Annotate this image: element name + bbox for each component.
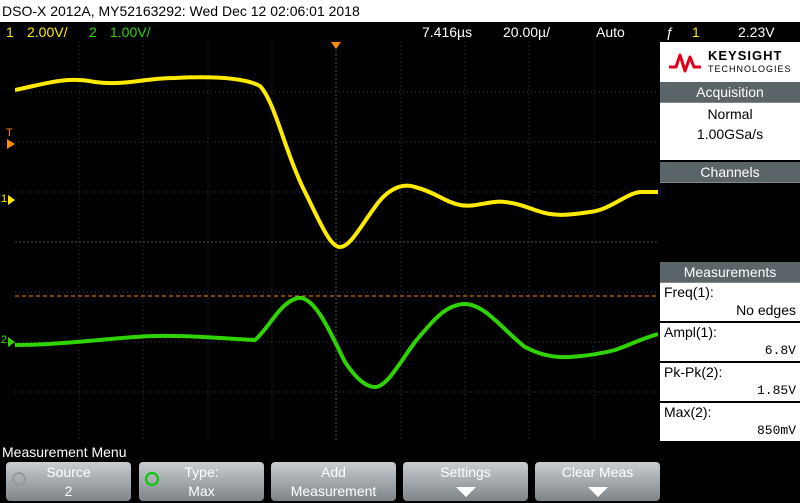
trigger-marker: T [6, 127, 13, 139]
channels-box[interactable]: Channels DC 1.00:1 DC 1.00:1 [660, 162, 800, 262]
ch2-scale[interactable]: 1.00V/ [110, 24, 151, 40]
ch1-ground-icon [8, 195, 15, 205]
ch1-ground-marker[interactable]: 1 [1, 193, 8, 205]
softkey-label: Type: [184, 464, 219, 480]
acquisition-mode: Normal [707, 106, 753, 122]
ch1-waveform [15, 75, 658, 249]
measurements-box[interactable]: Measurements Freq(1): No edges Ampl(1): … [660, 262, 800, 442]
softkey-label: Settings [440, 464, 491, 480]
meas-pkpk[interactable]: Pk-Pk(2): 1.85V [660, 363, 800, 401]
trigger-position-marker[interactable] [331, 42, 341, 49]
ch1-number[interactable]: 1 [6, 24, 14, 40]
time-position[interactable]: 7.416µs [422, 24, 473, 40]
trigger-channel[interactable]: 1 [692, 24, 700, 40]
meas-freq[interactable]: Freq(1): No edges [660, 283, 800, 321]
meas-ampl[interactable]: Ampl(1): 6.8V [660, 323, 800, 361]
meas-value: 850mV [756, 423, 796, 438]
status-bar: 1 2.00V/ 2 1.00V/ 7.416µs 20.00µ/ Auto ƒ… [0, 22, 800, 42]
trigger-level[interactable]: 2.23V [738, 24, 775, 40]
ch2-number[interactable]: 2 [89, 24, 97, 40]
add-measurement-softkey[interactable]: Add Measurement [271, 462, 396, 501]
knob-icon [145, 472, 159, 486]
acquisition-header: Acquisition [660, 82, 800, 103]
knob-icon [12, 472, 26, 486]
graticule-axes [15, 42, 658, 442]
ch1-coupling: DC [664, 184, 685, 200]
brand-logo: KEYSIGHT TECHNOLOGIES [660, 42, 800, 82]
acquisition-box[interactable]: Acquisition Normal 1.00GSa/s [660, 82, 800, 160]
meas-value: No edges [736, 302, 796, 318]
channels-header: Channels [660, 162, 800, 183]
ch2-ground-icon [8, 337, 15, 347]
meas-label: Max(2): [664, 404, 712, 420]
submenu-arrow-icon [588, 487, 608, 497]
brand-line2: TECHNOLOGIES [708, 64, 792, 74]
softkey-value: Measurement [290, 483, 377, 499]
trigger-arrow-icon [7, 139, 15, 149]
time-scale[interactable]: 20.00µ/ [503, 24, 550, 40]
side-panel: KEYSIGHT TECHNOLOGIES Acquisition Normal… [660, 42, 800, 442]
settings-softkey[interactable]: Settings [403, 462, 528, 501]
trigger-edge-icon: ƒ [666, 24, 674, 40]
meas-label: Freq(1): [664, 284, 714, 300]
source-softkey[interactable]: Source 2 [6, 462, 131, 501]
meas-value: 6.8V [764, 343, 796, 358]
trigger-mode[interactable]: Auto [596, 24, 625, 40]
softkey-label: Add [321, 464, 346, 480]
meas-value: 1.85V [756, 383, 796, 398]
waveform-display[interactable] [15, 42, 658, 442]
meas-label: Ampl(1): [664, 324, 717, 340]
ch2-coupling: DC [664, 204, 685, 220]
measurements-header: Measurements [660, 262, 800, 283]
ch1-scale[interactable]: 2.00V/ [27, 24, 68, 40]
softkey-label: Source [46, 464, 91, 480]
brand-line1: KEYSIGHT [708, 48, 783, 63]
ch2-probe: 1.00:1 [757, 204, 796, 220]
meas-max[interactable]: Max(2): 850mV [660, 403, 800, 441]
submenu-arrow-icon [456, 487, 476, 497]
menu-title: Measurement Menu [2, 444, 127, 460]
softkey-label: Clear Meas [561, 464, 634, 480]
clear-meas-softkey[interactable]: Clear Meas [535, 462, 660, 501]
softkey-value: 2 [64, 483, 73, 499]
softkey-menu [0, 444, 800, 503]
ch2-waveform [15, 296, 658, 389]
meas-label: Pk-Pk(2): [664, 364, 723, 380]
type-softkey[interactable]: Type: Max [139, 462, 264, 501]
ch2-ground-marker[interactable]: 2 [1, 334, 8, 346]
sample-rate: 1.00GSa/s [696, 126, 764, 142]
softkey-value: Max [188, 483, 215, 499]
keysight-wave-icon [669, 53, 701, 73]
ch1-probe: 1.00:1 [757, 184, 796, 200]
window-title: DSO-X 2012A, MY52163292: Wed Dec 12 02:0… [0, 0, 800, 22]
